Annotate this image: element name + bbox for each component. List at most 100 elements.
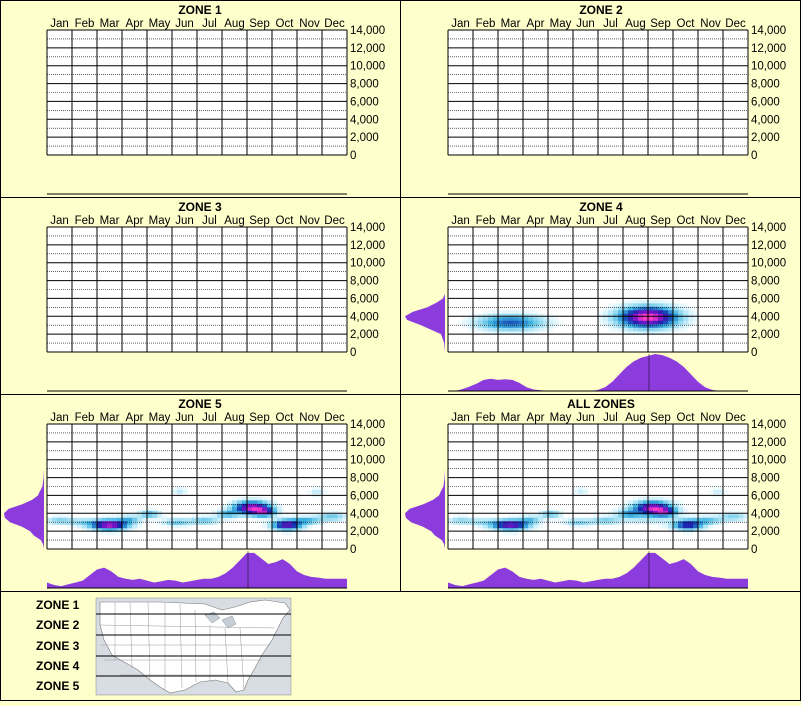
heatmap-cell	[498, 528, 504, 532]
heatmap-cell	[648, 320, 654, 325]
heatmap-cell	[708, 521, 714, 525]
heatmap-cell	[538, 327, 544, 332]
heatmap-cell	[112, 521, 118, 525]
heatmap-cell	[743, 517, 749, 522]
heatmap-cell	[548, 510, 554, 515]
heatmap-cell	[222, 503, 228, 508]
elevation-tick-label: 14,000	[751, 222, 786, 234]
heatmap-cell	[277, 514, 283, 519]
heatmap-cell	[678, 521, 684, 525]
heatmap-cell	[613, 510, 619, 515]
heatmap-cell	[463, 517, 469, 522]
heatmap-cell	[643, 496, 649, 501]
elevation-tick-label: 8,000	[350, 473, 379, 485]
heatmap-cell	[292, 514, 298, 519]
month-tick-label: Jul	[603, 215, 618, 227]
heatmap-cell	[518, 331, 524, 335]
heatmap-cell	[668, 313, 674, 318]
heatmap-cell	[613, 324, 619, 328]
heatmap-cell	[633, 331, 639, 335]
heatmap-cell	[688, 320, 694, 325]
heatmap-cell	[468, 317, 474, 322]
month-tick-label: Dec	[324, 215, 345, 227]
heatmap-cell	[713, 521, 719, 525]
heatmap-cell	[518, 524, 524, 529]
month-tick-label: Nov	[299, 215, 320, 227]
heatmap-cell	[122, 524, 128, 529]
heatmap-cell	[638, 521, 644, 525]
month-tick-label: May	[149, 412, 171, 424]
heatmap-cell	[528, 514, 534, 519]
heatmap-cell	[503, 327, 509, 332]
heatmap-cell	[653, 327, 659, 332]
heatmap-cell	[613, 521, 619, 525]
heatmap-cell	[658, 496, 664, 501]
heatmap-cell	[568, 517, 574, 522]
heatmap-cell	[237, 496, 243, 501]
heatmap-cell	[287, 524, 293, 529]
heatmap-cell	[468, 521, 474, 525]
heatmap-cell	[538, 317, 544, 322]
heatmap-cell	[227, 514, 233, 519]
heatmap-cell	[513, 310, 519, 315]
heatmap-cell	[202, 521, 208, 525]
elevation-tick-label: 14,000	[350, 419, 385, 431]
heatmap-cell	[643, 313, 649, 318]
heatmap-cell	[643, 510, 649, 515]
heatmap-cell	[643, 310, 649, 315]
heatmap-cell	[152, 510, 158, 515]
heatmap-cell	[573, 489, 579, 494]
heatmap-cell	[508, 517, 514, 522]
heatmap-cell	[623, 521, 629, 525]
heatmap-cell	[638, 510, 644, 515]
heatmap-cell	[703, 528, 709, 532]
heatmap-cell	[97, 517, 103, 522]
heatmap-cell	[513, 317, 519, 322]
heatmap-cell	[613, 313, 619, 318]
heatmap-cell	[653, 503, 659, 508]
month-tick-label: Jan	[451, 215, 470, 227]
heatmap-cell	[247, 500, 253, 505]
heatmap-cell	[227, 510, 233, 515]
heatmap-cell	[653, 303, 659, 308]
heatmap-cell	[523, 517, 529, 522]
heatmap-cell	[513, 320, 519, 325]
heatmap-cell	[668, 303, 674, 308]
heatmap-cell	[643, 500, 649, 505]
zone-map	[95, 597, 292, 696]
month-tick-label: Feb	[75, 215, 95, 227]
heatmap-cell	[693, 514, 699, 519]
elevation-tick-label: 12,000	[751, 437, 786, 449]
heatmap-cell	[282, 514, 288, 519]
heatmap-cell	[708, 489, 714, 494]
heatmap-cell	[67, 524, 73, 529]
heatmap-cell	[67, 521, 73, 525]
heatmap-cell	[678, 303, 684, 308]
heatmap-cell	[142, 517, 148, 522]
heatmap-cell	[593, 521, 599, 525]
heatmap-cell	[257, 507, 263, 512]
elevation-tick-label: 8,000	[751, 79, 780, 91]
month-tick-label: Oct	[276, 18, 295, 30]
heatmap-cell	[643, 299, 649, 304]
heatmap-cell	[623, 303, 629, 308]
heatmap-cell	[663, 331, 669, 335]
heatmap-cell	[648, 317, 654, 322]
elevation-tick-label: 12,000	[350, 43, 385, 55]
month-tick-label: Aug	[224, 18, 244, 30]
heatmap-cell	[633, 320, 639, 325]
elevation-tick-label: 2,000	[350, 329, 379, 341]
heatmap-cell	[628, 303, 634, 308]
heatmap-cell	[267, 517, 273, 522]
heatmap-cell	[643, 503, 649, 508]
heatmap-cell	[82, 521, 88, 525]
heatmap-cell	[87, 528, 93, 532]
heatmap-cell	[558, 320, 564, 325]
heatmap-cell	[262, 510, 268, 515]
heatmap-cell	[177, 486, 183, 491]
heatmap-cell	[167, 517, 173, 522]
heatmap-cell	[302, 521, 308, 525]
heatmap-cell	[618, 310, 624, 315]
heatmap-cell	[683, 310, 689, 315]
heatmap-cell	[528, 331, 534, 335]
